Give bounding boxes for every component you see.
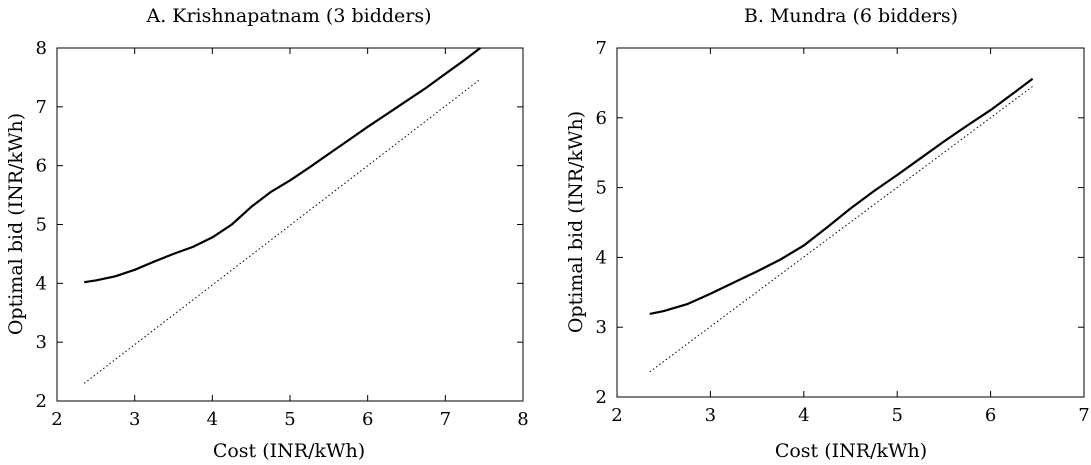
optimal-bid-curve [84, 47, 481, 284]
y-tick-label: 5 [596, 178, 607, 199]
x-tick-label: 7 [440, 409, 451, 430]
optimal-bid-curve [649, 77, 1034, 315]
y-tick-label: 6 [596, 108, 607, 129]
x-tick-label: 5 [891, 405, 902, 426]
x-tick-label: 6 [985, 405, 996, 426]
x-tick-label: 8 [517, 409, 528, 430]
y-tick-label: 6 [36, 156, 47, 177]
chart-title-a: A. Krishnapatnam (3 bidders) [145, 5, 431, 27]
chart-panel-a: A. Krishnapatnam (3 bidders) 2 3 4 5 6 7 8 2 3 4 5… [5, 5, 529, 462]
y-tick-label: 4 [596, 247, 607, 268]
plot-frame-a [56, 47, 524, 402]
y-tick-label: 7 [36, 97, 47, 118]
x-tick-label: 2 [611, 405, 622, 426]
x-tick-label: 2 [51, 409, 62, 430]
x-tick-label: 4 [798, 405, 809, 426]
y-axis-label-b: Optimal bid (INR/kWh) [565, 111, 587, 333]
y-tick-label: 2 [36, 391, 47, 412]
y-tick-label: 2 [596, 387, 607, 408]
y-tick-label: 5 [36, 215, 47, 236]
chart-panel-b: B. Mundra (6 bidders) 2 3 4 5 6 7 2 3 4 5 6 7 Cost … [565, 5, 1090, 462]
x-tick-label: 3 [129, 409, 140, 430]
x-tick-label: 6 [362, 409, 373, 430]
cost-equals-bid-line [83, 78, 481, 384]
y-tick-label: 4 [36, 273, 47, 294]
x-tick-label: 4 [207, 409, 218, 430]
x-tick-label: 7 [1078, 405, 1089, 426]
plot-frame-b [616, 47, 1085, 398]
cost-equals-bid-line [649, 85, 1033, 373]
x-tick-label: 5 [284, 409, 295, 430]
series-a [83, 47, 481, 384]
chart-title-b: B. Mundra (6 bidders) [744, 5, 958, 27]
y-tick-label: 8 [36, 38, 47, 59]
series-b [649, 77, 1034, 373]
x-axis-label-a: Cost (INR/kWh) [213, 440, 365, 462]
x-axis-label-b: Cost (INR/kWh) [775, 440, 927, 462]
y-tick-label: 3 [36, 332, 47, 353]
x-tick-label: 3 [705, 405, 716, 426]
y-tick-label: 7 [596, 38, 607, 59]
y-tick-label: 3 [596, 317, 607, 338]
ticks-b: 2 3 4 5 6 7 2 3 4 5 6 7 [596, 38, 1090, 426]
y-axis-label-a: Optimal bid (INR/kWh) [5, 113, 27, 335]
ticks-a: 2 3 4 5 6 7 8 2 3 4 5 6 7 8 [36, 38, 529, 430]
